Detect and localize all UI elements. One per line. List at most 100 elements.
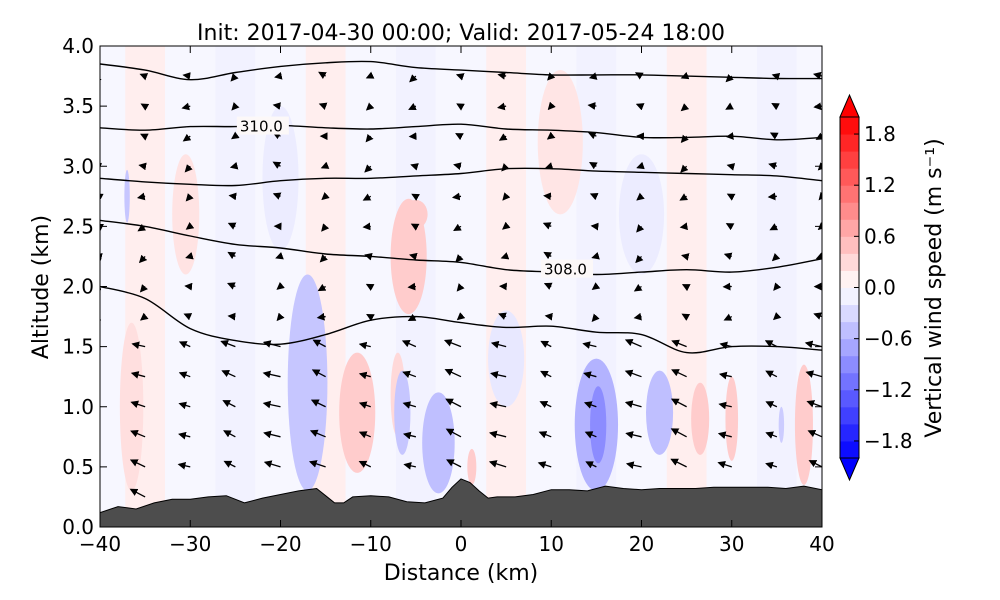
wind-vector [181, 102, 191, 111]
wind-vector [274, 71, 283, 80]
wind-vector [633, 283, 643, 292]
wind-vector [455, 73, 465, 81]
wind-vector [489, 400, 507, 409]
wind-vector [231, 102, 240, 111]
wind-vector [227, 312, 236, 321]
potential-temperature-contours: 310.0 308.0 [100, 60, 822, 354]
wind-vector [362, 222, 371, 231]
wind-vector [262, 370, 281, 379]
wind-vector [100, 73, 102, 83]
terrain [100, 478, 822, 527]
colorbar-label: Vertical wind speed (m s⁻¹) [922, 138, 947, 437]
colorbar-segment [840, 304, 859, 323]
wind-vector [177, 461, 191, 470]
wind-vector [500, 252, 510, 260]
wind-vector [445, 398, 462, 408]
wind-vector [547, 101, 556, 111]
wind-vector [401, 340, 417, 348]
wind-vector [771, 103, 780, 111]
wind-vector [310, 399, 326, 408]
wind-vector [178, 371, 191, 379]
chart-title: Init: 2017-04-30 00:00; Valid: 2017-05-2… [197, 21, 725, 46]
wind-vector [453, 223, 462, 232]
wind-vector [717, 431, 732, 439]
wind-vector [311, 369, 326, 378]
wind-vector [445, 428, 462, 438]
wind-vector [407, 282, 416, 291]
wind-vector [129, 459, 146, 468]
colorbar-segment [840, 321, 859, 340]
wind-vector [771, 253, 781, 262]
x-tick-label: −20 [259, 532, 301, 556]
wind-vector [227, 282, 236, 290]
wind-vector [321, 223, 330, 232]
wind-vector [276, 312, 285, 322]
colorbar-segment [840, 219, 859, 237]
y-tick-label: 3.5 [62, 94, 94, 118]
wind-vector [139, 284, 148, 293]
wind-vector [178, 341, 191, 349]
wind-vector [451, 192, 462, 201]
wind-vector [490, 371, 507, 379]
wind-vector [410, 223, 420, 231]
wind-vector [316, 312, 326, 321]
wind-vector [624, 400, 642, 408]
wind-vector [228, 192, 237, 201]
wind-vector [100, 375, 101, 377]
wind-vector [681, 284, 691, 292]
wind-vector [633, 312, 642, 321]
wind-vector [588, 72, 598, 80]
y-tick-label: 1.0 [62, 395, 94, 419]
wind-vector [497, 102, 507, 111]
wind-vector [725, 223, 735, 231]
y-tick-label: 3.0 [62, 154, 94, 178]
wind-vector [140, 103, 150, 111]
wind-vector [319, 254, 328, 263]
wind-vector [585, 461, 597, 469]
wind-vector [773, 282, 782, 291]
wind-vector [140, 312, 149, 321]
wind-vector [223, 460, 236, 468]
wind-vector [543, 282, 553, 290]
wind-vector [636, 224, 645, 233]
theta-contour-line [100, 285, 822, 354]
wind-vector [670, 398, 687, 408]
wind-vector [765, 461, 778, 470]
wind-vector [309, 429, 326, 438]
wind-vector [497, 72, 507, 80]
wind-vector [589, 161, 598, 170]
wind-vector [100, 223, 104, 231]
wind-vector [771, 72, 781, 81]
wind-vector [263, 430, 281, 439]
wind-vector [182, 72, 191, 80]
wind-vector [317, 283, 327, 292]
x-tick-label: 20 [629, 532, 654, 556]
x-tick-label: 40 [809, 532, 834, 556]
wind-vector [498, 312, 507, 320]
colorbar-segment [840, 406, 859, 425]
contour-label: 308.0 [544, 261, 587, 279]
colorbar-tick-label: 1.8 [864, 122, 896, 146]
wind-vector [366, 314, 375, 322]
wind-vector [680, 164, 689, 173]
wind-vector [178, 431, 191, 440]
wind-vector [671, 369, 687, 378]
wind-vector [100, 313, 102, 322]
wind-vector [681, 253, 690, 261]
wind-vector [275, 252, 284, 260]
wind-vector [807, 429, 822, 438]
wind-vector [403, 462, 417, 470]
wind-vector [262, 400, 281, 409]
wind-vector [723, 313, 733, 321]
wind-vector [263, 460, 281, 468]
wind-vector [358, 431, 372, 439]
wind-vector [765, 370, 778, 378]
wind-vector [765, 401, 778, 409]
wind-vector [409, 252, 418, 261]
wind-vector [591, 313, 600, 322]
wind-vector [679, 193, 689, 201]
wind-vector [625, 461, 642, 469]
colorbar-tick-label: 1.2 [864, 173, 896, 197]
